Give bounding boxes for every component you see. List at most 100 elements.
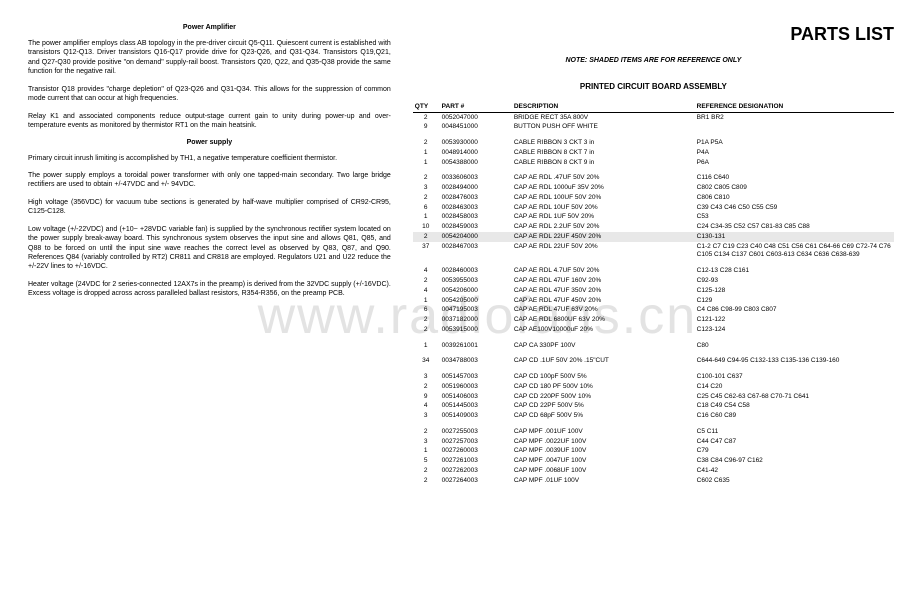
left-column: Power Amplifier The power amplifier empl… (0, 0, 405, 596)
cell-qty: 2 (413, 193, 442, 203)
cell-desc: CAP AE RDL 10UF 50V 20% (514, 203, 697, 213)
cell-qty: 3 (413, 412, 442, 422)
table-row: 60047195003CAP AE RDL 47UF 63V 20%C4 C86… (413, 306, 894, 316)
cell-qty: 6 (413, 203, 442, 213)
cell-part: 0051406003 (442, 392, 514, 402)
cell-qty: 9 (413, 123, 442, 133)
cell-desc: BRIDGE RECT 35A 800V (514, 113, 697, 123)
cell-part: 0027262003 (442, 467, 514, 477)
table-row: 30051457003CAP CD 100pF 500V 5%C100-101 … (413, 373, 894, 383)
cell-qty: 4 (413, 286, 442, 296)
cell-desc: CAP MPF .0047UF 100V (514, 457, 697, 467)
cell-part: 0054388000 (442, 158, 514, 168)
cell-qty: 2 (413, 467, 442, 477)
cell-qty: 3 (413, 184, 442, 194)
header-part: PART # (442, 101, 514, 113)
table-header-row: QTY PART # DESCRIPTION REFERENCE DESIGNA… (413, 101, 894, 113)
cell-qty: 2 (413, 476, 442, 486)
cell-ref: C53 (697, 213, 894, 223)
cell-qty: 2 (413, 427, 442, 437)
cell-part: 0039261001 (442, 341, 514, 351)
parts-list-title: PARTS LIST (413, 24, 894, 45)
paragraph: Transistor Q18 provides "charge depletio… (28, 85, 391, 104)
table-row: 370028467003CAP AE RDL 22UF 50V 20%C1-2 … (413, 242, 894, 261)
table-row: 100028459003CAP AE RDL 2.2UF 50V 20%C24 … (413, 223, 894, 233)
cell-part: 0047195003 (442, 306, 514, 316)
cell-ref: C12-13 C28 C161 (697, 267, 894, 277)
assembly-title: PRINTED CIRCUIT BOARD ASSEMBLY (413, 82, 894, 91)
table-row: 60028463003CAP AE RDL 10UF 50V 20%C39 C4… (413, 203, 894, 213)
cell-part: 0053915000 (442, 325, 514, 335)
cell-qty: 2 (413, 113, 442, 123)
table-row: 20053955003CAP AE RDL 47UF 160V 20%C92-9… (413, 276, 894, 286)
cell-ref: C24 C34-35 C52 C57 C81-83 C85 C88 (697, 223, 894, 233)
cell-part: 0027261003 (442, 457, 514, 467)
cell-part: 0028460003 (442, 267, 514, 277)
section-title-amplifier: Power Amplifier (28, 24, 391, 31)
cell-desc: CABLE RIBBON 8 CKT 7 in (514, 148, 697, 158)
cell-part: 0052047000 (442, 113, 514, 123)
cell-part: 0051457003 (442, 373, 514, 383)
cell-ref: C79 (697, 447, 894, 457)
table-row: 30027257003CAP MPF .0022UF 100VC44 C47 C… (413, 437, 894, 447)
cell-desc: CAP AE RDL 47UF 63V 20% (514, 306, 697, 316)
cell-qty: 2 (413, 382, 442, 392)
cell-ref (697, 123, 894, 133)
cell-ref: C38 C84 C96-97 C162 (697, 457, 894, 467)
cell-desc: CAP AE RDL 4.7UF 50V 20% (514, 267, 697, 277)
cell-desc: CAP MPF .01UF 100V (514, 476, 697, 486)
cell-qty: 1 (413, 158, 442, 168)
cell-qty: 1 (413, 447, 442, 457)
cell-desc: CAP CD 180 PF 500V 10% (514, 382, 697, 392)
cell-qty: 2 (413, 139, 442, 149)
cell-qty: 1 (413, 213, 442, 223)
cell-desc: CAP MPF .001UF 100V (514, 427, 697, 437)
table-row: 20053930000CABLE RIBBON 3 CKT 3 inP1A P5… (413, 139, 894, 149)
cell-part: 0048914000 (442, 148, 514, 158)
cell-ref: P1A P5A (697, 139, 894, 149)
cell-desc: CAP AE RDL 22UF 50V 20% (514, 242, 697, 261)
cell-desc: CAP AE RDL .47UF 50V 20% (514, 174, 697, 184)
cell-qty: 9 (413, 392, 442, 402)
table-row: 340034788003CAP CD .1UF 50V 20% .15"CUTC… (413, 357, 894, 367)
cell-part: 0051409003 (442, 412, 514, 422)
cell-part: 0027255003 (442, 427, 514, 437)
cell-qty: 2 (413, 316, 442, 326)
cell-part: 0028467003 (442, 242, 514, 261)
cell-ref: C39 C43 C46 C50 C55 C59 (697, 203, 894, 213)
cell-part: 0033606003 (442, 174, 514, 184)
cell-ref: C100-101 C637 (697, 373, 894, 383)
cell-part: 0028494000 (442, 184, 514, 194)
cell-qty: 1 (413, 148, 442, 158)
cell-ref: C123-124 (697, 325, 894, 335)
cell-desc: CABLE RIBBON 3 CKT 3 in (514, 139, 697, 149)
cell-ref: C92-93 (697, 276, 894, 286)
cell-ref: C5 C11 (697, 427, 894, 437)
cell-part: 0028463003 (442, 203, 514, 213)
cell-desc: CAP CD 220PF 500V 10% (514, 392, 697, 402)
cell-ref: C14 C20 (697, 382, 894, 392)
cell-qty: 2 (413, 276, 442, 286)
cell-desc: CAP AE100V10000uF 20% (514, 325, 697, 335)
table-row: 20037182000CAP AE RDL 6800UF 63V 20%C121… (413, 316, 894, 326)
table-row: 30051409003CAP CD 68pF 500V 5%C16 C60 C8… (413, 412, 894, 422)
table-row: 20054204000CAP AE RDL 22UF 450V 20%C130-… (413, 232, 894, 242)
section-title-power-supply: Power supply (28, 139, 391, 146)
cell-desc: CAP AE RDL 6800UF 63V 20% (514, 316, 697, 326)
cell-desc: CAP CD 22PF 500V 5% (514, 402, 697, 412)
cell-part: 0054205000 (442, 296, 514, 306)
table-row: 20053915000CAP AE100V10000uF 20%C123-124 (413, 325, 894, 335)
cell-part: 0054206000 (442, 286, 514, 296)
paragraph: The power supply employs a toroidal powe… (28, 171, 391, 190)
cell-desc: CAP AE RDL 47UF 450V 20% (514, 296, 697, 306)
cell-ref: C41-42 (697, 467, 894, 477)
cell-part: 0028459003 (442, 223, 514, 233)
cell-ref: C116 C640 (697, 174, 894, 184)
cell-qty: 2 (413, 174, 442, 184)
cell-ref: C44 C47 C87 (697, 437, 894, 447)
header-ref: REFERENCE DESIGNATION (697, 101, 894, 113)
right-column: PARTS LIST NOTE: SHADED ITEMS ARE FOR RE… (405, 0, 920, 596)
cell-part: 0028458003 (442, 213, 514, 223)
cell-ref: P4A (697, 148, 894, 158)
cell-qty: 3 (413, 373, 442, 383)
